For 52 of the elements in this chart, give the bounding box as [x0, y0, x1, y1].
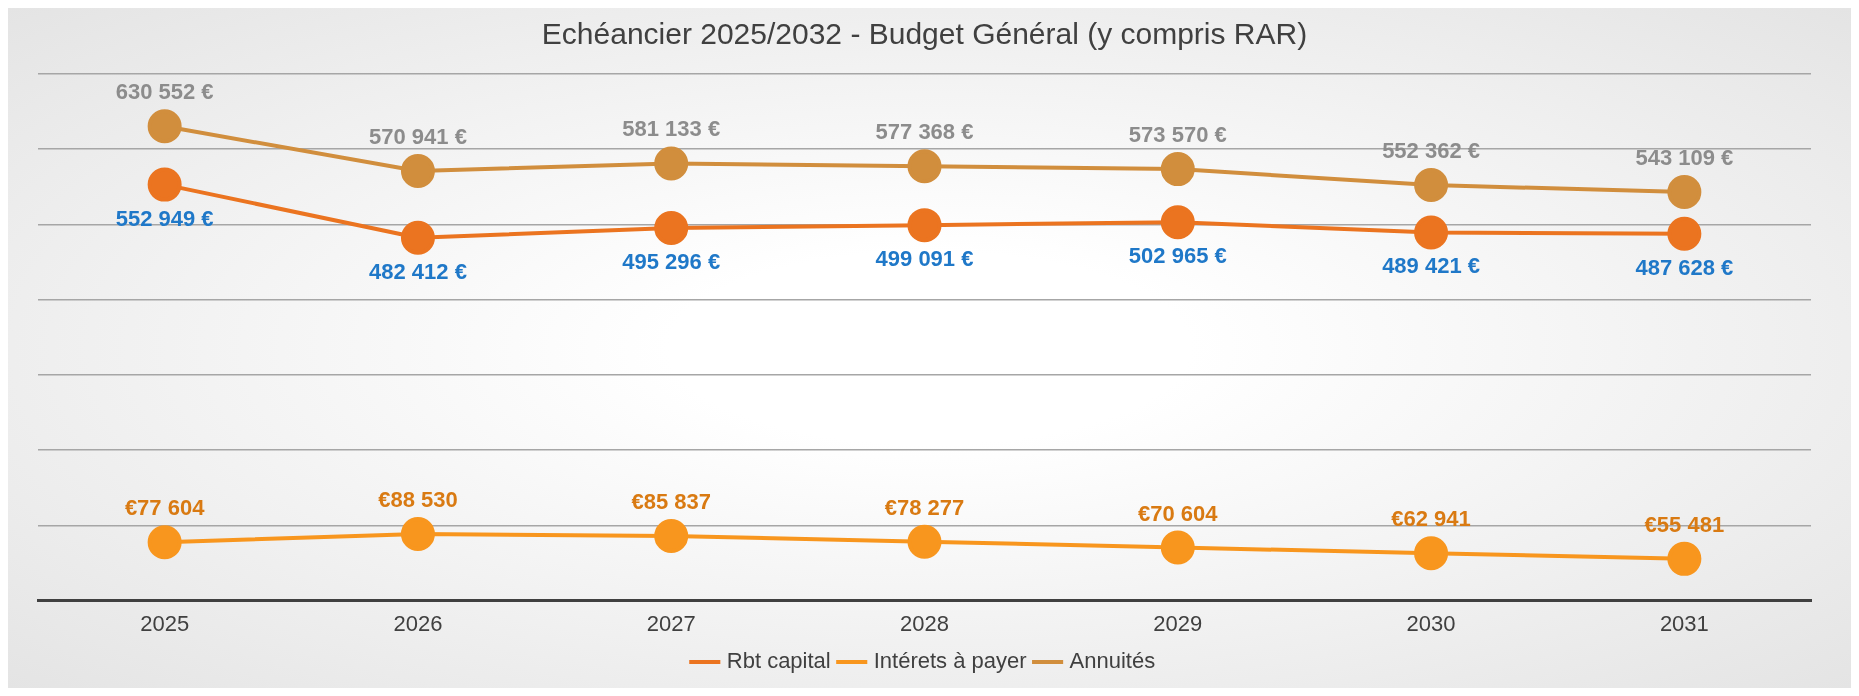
data-label: 482 412 €	[368, 258, 467, 284]
x-tick-label: 2031	[1659, 610, 1709, 636]
data-label: 581 133 €	[622, 116, 721, 142]
data-label: €55 481	[1644, 511, 1725, 537]
point	[1667, 175, 1702, 210]
legend-label: Annuités	[1069, 648, 1156, 674]
point	[654, 211, 689, 245]
point	[907, 149, 942, 184]
data-label: 499 091 €	[875, 246, 974, 272]
point	[1414, 168, 1449, 203]
point	[654, 146, 689, 181]
data-label: €85 837	[631, 489, 711, 515]
data-label: 573 570 €	[1128, 122, 1227, 148]
chart-title: Echéancier 2025/2032 - Budget Général (y compris RAR)	[541, 17, 1308, 51]
point	[1160, 205, 1195, 240]
data-label: 495 296 €	[622, 249, 721, 275]
legend-label: Intérets à payer	[873, 648, 1027, 674]
data-label: 487 628 €	[1635, 254, 1734, 280]
data-label: 630 552 €	[115, 79, 214, 105]
x-tick-label: 2029	[1153, 610, 1203, 636]
data-label: €88 530	[378, 487, 458, 513]
x-tick-label: 2025	[140, 610, 190, 636]
point	[400, 154, 435, 189]
data-label: 570 941 €	[368, 124, 467, 150]
point	[1414, 215, 1449, 250]
data-label: 543 109 €	[1635, 145, 1734, 171]
point	[147, 525, 182, 560]
point	[400, 517, 435, 551]
x-tick-label: 2026	[393, 610, 443, 636]
x-tick-label: 2030	[1406, 610, 1456, 636]
point	[147, 109, 182, 144]
point	[400, 220, 435, 255]
point	[1414, 536, 1449, 571]
point	[147, 167, 182, 202]
data-label: 489 421 €	[1382, 253, 1481, 279]
data-label: 552 949 €	[115, 205, 214, 231]
point	[654, 519, 689, 554]
data-label: €62 941	[1391, 506, 1471, 532]
data-label: €77 604	[124, 495, 206, 521]
point	[907, 524, 942, 559]
point	[1160, 530, 1195, 565]
data-label: €78 277	[884, 494, 965, 520]
x-tick-label: 2027	[646, 610, 696, 636]
point	[1160, 152, 1195, 187]
point	[1667, 216, 1702, 251]
point	[1667, 541, 1702, 576]
data-label: 502 965 €	[1128, 243, 1227, 269]
legend-label: Rbt capital	[726, 648, 831, 674]
data-label: €70 604	[1138, 500, 1219, 526]
x-tick-label: 2028	[900, 610, 949, 636]
point	[907, 208, 942, 243]
data-label: 577 368 €	[875, 119, 974, 145]
